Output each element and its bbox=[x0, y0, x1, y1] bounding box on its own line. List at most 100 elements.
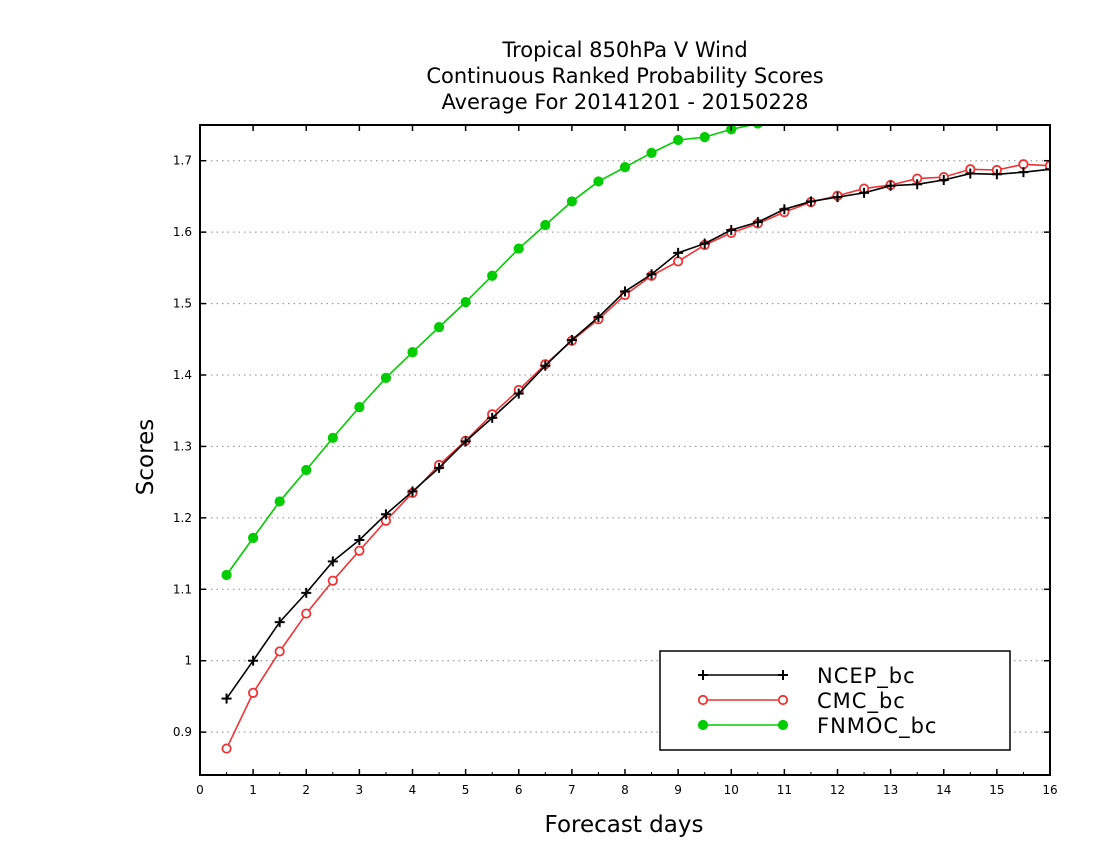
data-point-fnmoc-bc bbox=[248, 532, 259, 543]
data-point-ncep-bc bbox=[965, 168, 976, 179]
x-tick-label: 2 bbox=[302, 783, 310, 797]
chart-title-line-2: Continuous Ranked Probability Scores bbox=[426, 64, 823, 88]
data-point-fnmoc-bc bbox=[699, 132, 710, 143]
data-point-fnmoc-bc bbox=[593, 176, 604, 187]
data-point-ncep-bc bbox=[805, 196, 816, 207]
data-point-ncep-bc bbox=[699, 238, 710, 249]
data-point-cmc-bc bbox=[221, 743, 232, 754]
data-point-ncep-bc bbox=[646, 269, 657, 280]
x-tick-label: 7 bbox=[568, 783, 576, 797]
data-point-ncep-bc bbox=[938, 175, 949, 185]
series-line-fnmoc-bc bbox=[225, 125, 755, 576]
x-tick-label: 13 bbox=[883, 783, 898, 797]
legend-marker-fnmoc-bc bbox=[697, 719, 709, 731]
data-point-ncep-bc bbox=[327, 556, 338, 567]
legend: NCEP_bc CMC_bc FNMOC_bc bbox=[659, 650, 1011, 751]
y-tick-label: 1.6 bbox=[173, 225, 192, 239]
data-point-fnmoc-bc bbox=[752, 125, 763, 129]
data-point-cmc-bc bbox=[354, 545, 365, 556]
data-point-ncep-bc bbox=[460, 436, 471, 447]
data-point-ncep-bc bbox=[540, 360, 551, 371]
legend-marker-cmc-bc bbox=[697, 694, 709, 706]
y-tick-label: 1.2 bbox=[173, 511, 192, 525]
data-point-ncep-bc bbox=[859, 187, 870, 198]
data-point-fnmoc-bc bbox=[433, 322, 445, 333]
y-tick-label: 1.4 bbox=[173, 368, 192, 382]
data-point-fnmoc-bc bbox=[540, 219, 551, 231]
legend-marker-fnmoc-bc bbox=[777, 719, 789, 731]
y-axis-label: Scores bbox=[133, 419, 159, 495]
y-tick-label: 1.5 bbox=[173, 297, 192, 311]
chart-title-line-3: Average For 20141201 - 20150228 bbox=[441, 90, 808, 114]
y-tick-label: 1 bbox=[184, 654, 192, 668]
legend-label-ncep: NCEP_bc bbox=[817, 664, 916, 689]
y-tick-label: 1.3 bbox=[173, 439, 192, 453]
data-point-fnmoc-bc bbox=[354, 402, 365, 413]
data-point-ncep-bc bbox=[779, 204, 790, 215]
legend-marker-cmc-bc bbox=[777, 694, 789, 706]
data-point-ncep-bc bbox=[620, 286, 630, 297]
data-point-ncep-bc bbox=[407, 486, 418, 497]
x-tick-label: 6 bbox=[515, 783, 523, 797]
data-point-fnmoc-bc bbox=[274, 496, 285, 507]
data-point-fnmoc-bc bbox=[487, 270, 498, 281]
data-point-fnmoc-bc bbox=[566, 196, 577, 207]
x-tick-label: 12 bbox=[830, 783, 845, 797]
legend-marker-ncep-bc bbox=[698, 670, 708, 680]
data-point-ncep-bc bbox=[248, 655, 259, 666]
data-point-fnmoc-bc bbox=[646, 147, 657, 158]
x-axis-label: Forecast days bbox=[545, 812, 704, 838]
legend-sample-cmc-bc bbox=[697, 694, 789, 706]
series-fnmoc-bc bbox=[221, 125, 763, 581]
x-tick-label: 15 bbox=[989, 783, 1004, 797]
data-point-cmc-bc bbox=[274, 646, 285, 657]
data-point-fnmoc-bc bbox=[221, 569, 232, 581]
legend-samples bbox=[697, 670, 789, 731]
data-point-cmc-bc bbox=[673, 256, 684, 267]
series-ncep-bc bbox=[221, 164, 1050, 704]
data-point-ncep-bc bbox=[354, 535, 365, 545]
series-layer bbox=[221, 125, 1050, 754]
y-tick-label: 1.7 bbox=[173, 154, 192, 168]
y-tick-label: 1.1 bbox=[173, 582, 192, 596]
y-tick-label: 0.9 bbox=[173, 725, 192, 739]
data-point-ncep-bc bbox=[991, 169, 1002, 180]
data-point-ncep-bc bbox=[487, 412, 498, 423]
x-tick-label: 16 bbox=[1042, 783, 1057, 797]
data-point-ncep-bc bbox=[726, 225, 737, 235]
x-tick-label: 4 bbox=[409, 783, 417, 797]
data-point-fnmoc-bc bbox=[673, 134, 684, 146]
data-point-ncep-bc bbox=[673, 247, 684, 258]
data-point-fnmoc-bc bbox=[407, 347, 418, 358]
data-point-ncep-bc bbox=[380, 509, 391, 520]
data-point-ncep-bc bbox=[1018, 167, 1029, 178]
x-tick-label: 11 bbox=[777, 783, 792, 797]
data-point-cmc-bc bbox=[327, 575, 338, 586]
data-point-fnmoc-bc bbox=[619, 162, 631, 173]
data-point-ncep-bc bbox=[301, 587, 312, 598]
data-point-ncep-bc bbox=[274, 617, 285, 628]
legend-marker-ncep-bc bbox=[778, 670, 788, 680]
series-line-ncep-bc bbox=[225, 168, 1050, 700]
x-tick-label: 5 bbox=[462, 783, 470, 797]
data-point-ncep-bc bbox=[752, 217, 763, 228]
data-point-ncep-bc bbox=[513, 388, 524, 399]
data-point-cmc-bc bbox=[301, 608, 312, 619]
legend-sample-fnmoc-bc bbox=[697, 719, 789, 731]
data-point-ncep-bc bbox=[434, 462, 445, 473]
data-point-ncep-bc bbox=[885, 180, 896, 191]
x-tick-label: 14 bbox=[936, 783, 951, 797]
legend-sample-ncep-bc bbox=[698, 670, 788, 680]
data-point-ncep-bc bbox=[1045, 164, 1050, 175]
x-tick-label: 3 bbox=[356, 783, 364, 797]
data-point-ncep-bc bbox=[912, 179, 923, 190]
x-tick-label: 8 bbox=[621, 783, 629, 797]
data-point-fnmoc-bc bbox=[327, 432, 338, 443]
x-tick-label: 10 bbox=[724, 783, 739, 797]
data-point-ncep-bc bbox=[832, 192, 843, 203]
x-tick-label: 1 bbox=[249, 783, 257, 797]
data-point-ncep-bc bbox=[593, 312, 604, 323]
data-point-ncep-bc bbox=[221, 693, 232, 704]
data-point-fnmoc-bc bbox=[513, 243, 524, 254]
